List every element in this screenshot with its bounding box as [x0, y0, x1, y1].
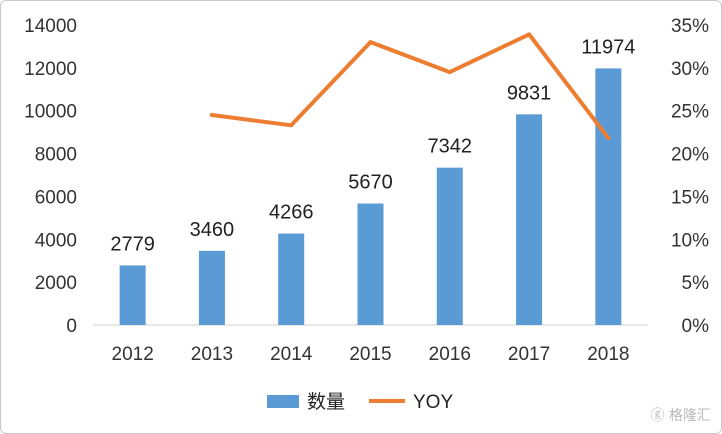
bar-2018: [595, 68, 622, 326]
y-right-tick-label: 20%: [671, 145, 709, 166]
yoy-point-2018: [606, 136, 611, 141]
data-label-2016: 7342: [428, 136, 473, 158]
legend-label-bar: 数量: [307, 391, 345, 413]
y-right-tick-label: 15%: [671, 187, 709, 208]
bar-2012: [119, 265, 146, 325]
x-tick-label: 2013: [191, 344, 233, 365]
x-tick-label: 2012: [112, 344, 154, 365]
x-tick-label: 2017: [508, 344, 550, 365]
y-right-tick-label: 35%: [671, 16, 709, 37]
yoy-point-2013: [209, 113, 214, 117]
data-label-2017: 9831: [507, 82, 552, 104]
bar-2015: [357, 203, 384, 325]
y-left-tick-label: 14000: [24, 16, 77, 37]
data-label-2018: 11974: [581, 36, 635, 58]
y-right-tick-label: 10%: [671, 230, 709, 251]
data-label-2012: 2779: [110, 233, 155, 255]
data-label-2013: 3460: [190, 219, 235, 241]
y-left-tick-label: 0: [66, 316, 77, 337]
bar-2017: [516, 114, 543, 325]
x-tick-label: 2014: [270, 344, 313, 365]
legend-label-line: YOY: [413, 392, 453, 413]
y-right-tick-label: 0%: [682, 316, 710, 337]
data-label-2015: 5670: [348, 172, 393, 194]
bar-2014: [278, 233, 305, 325]
bar-2016: [436, 167, 463, 325]
y-right-tick-label: 5%: [682, 273, 710, 294]
yoy-point-2016: [447, 70, 452, 75]
yoy-point-2014: [289, 123, 294, 128]
y-left-tick-label: 4000: [35, 230, 77, 251]
watermark-icon: ⓖ: [650, 408, 669, 424]
y-left-tick-label: 10000: [24, 102, 77, 123]
yoy-point-2017: [527, 32, 532, 37]
watermark-text: 格隆汇: [669, 408, 711, 424]
watermark-logo: ⓖ 格隆汇: [651, 405, 711, 425]
y-left-tick-label: 12000: [24, 59, 77, 80]
legend-swatch-bar: [267, 395, 299, 408]
data-label-2014: 4266: [269, 202, 314, 224]
x-tick-label: 2016: [429, 344, 471, 365]
y-right-tick-label: 30%: [671, 59, 709, 80]
y-left-tick-label: 6000: [35, 187, 77, 208]
x-tick-label: 2015: [349, 344, 391, 365]
bar-2013: [198, 250, 225, 325]
x-tick-label: 2018: [587, 344, 629, 365]
y-left-tick-label: 8000: [35, 145, 77, 166]
y-left-tick-label: 2000: [35, 273, 77, 294]
yoy-point-2015: [368, 40, 373, 45]
yoy-line: [209, 32, 611, 141]
y-right-tick-label: 25%: [671, 102, 709, 123]
